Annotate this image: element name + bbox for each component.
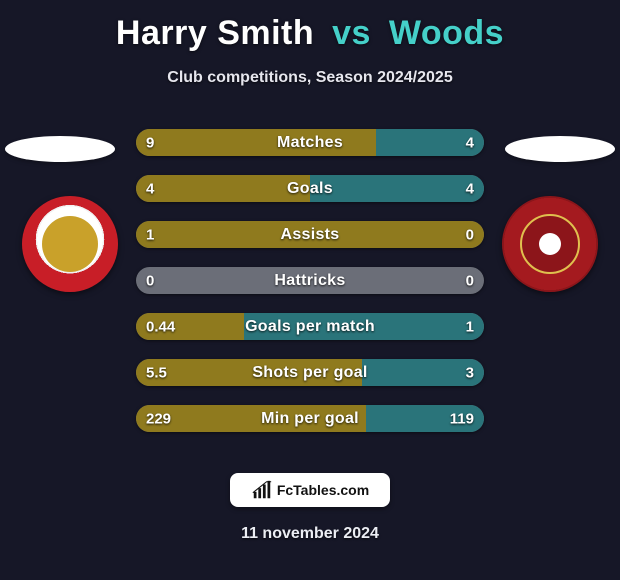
stat-value-player2: 119: [450, 410, 474, 427]
crest-inner: [42, 216, 98, 272]
player1-club-crest: [22, 196, 118, 292]
vs-label: vs: [332, 14, 371, 52]
stat-name: Goals: [287, 180, 333, 198]
stat-name: Min per goal: [261, 410, 359, 428]
stat-value-player2: 3: [466, 364, 474, 381]
stat-row: 0 0 Hattricks: [136, 267, 484, 294]
stat-row: 5.5 3 Shots per goal: [136, 359, 484, 386]
stat-value-player2: 4: [466, 180, 474, 197]
stat-row: 0.44 1 Goals per match: [136, 313, 484, 340]
stat-row: 9 4 Matches: [136, 129, 484, 156]
stat-row: 1 0 Assists: [136, 221, 484, 248]
stat-row: 4 4 Goals: [136, 175, 484, 202]
comparison-title: Harry Smith vs Woods: [0, 0, 620, 53]
stat-name: Shots per goal: [252, 364, 367, 382]
stat-value-player1: 5.5: [146, 364, 167, 381]
stat-value-player2: 0: [466, 226, 474, 243]
stat-name: Matches: [277, 134, 343, 152]
stat-value-player1: 0: [146, 272, 154, 289]
stat-name: Assists: [280, 226, 339, 244]
crest-inner: [520, 214, 580, 274]
stat-bars: 9 4 Matches 4 4 Goals 1 0 Assists 0 0 Hattricks 0.44…: [136, 129, 484, 432]
stat-value-player2: 1: [466, 318, 474, 335]
stat-row: 229 119 Min per goal: [136, 405, 484, 432]
player2-club-crest: [502, 196, 598, 292]
snapshot-date: 11 november 2024: [0, 525, 620, 543]
stat-value-player1: 229: [146, 410, 171, 427]
comparison-stage: 9 4 Matches 4 4 Goals 1 0 Assists 0 0 Hattricks 0.44…: [0, 119, 620, 449]
stat-name: Hattricks: [274, 272, 345, 290]
stat-value-player1: 4: [146, 180, 154, 197]
stat-value-player2: 0: [466, 272, 474, 289]
player1-pedestal: [5, 136, 115, 162]
player2-pedestal: [505, 136, 615, 162]
player1-name: Harry Smith: [116, 14, 314, 52]
stat-value-player1: 9: [146, 134, 154, 151]
chart-icon: [251, 479, 273, 501]
source-logo-text: FcTables.com: [277, 482, 369, 498]
stat-name: Goals per match: [245, 318, 375, 336]
stat-value-player1: 0.44: [146, 318, 175, 335]
bar-player2: [310, 175, 484, 202]
bar-player1: [136, 175, 310, 202]
competition-subtitle: Club competitions, Season 2024/2025: [0, 69, 620, 87]
stat-value-player2: 4: [466, 134, 474, 151]
player2-name: Woods: [389, 14, 504, 52]
source-logo: FcTables.com: [230, 473, 390, 507]
stat-value-player1: 1: [146, 226, 154, 243]
